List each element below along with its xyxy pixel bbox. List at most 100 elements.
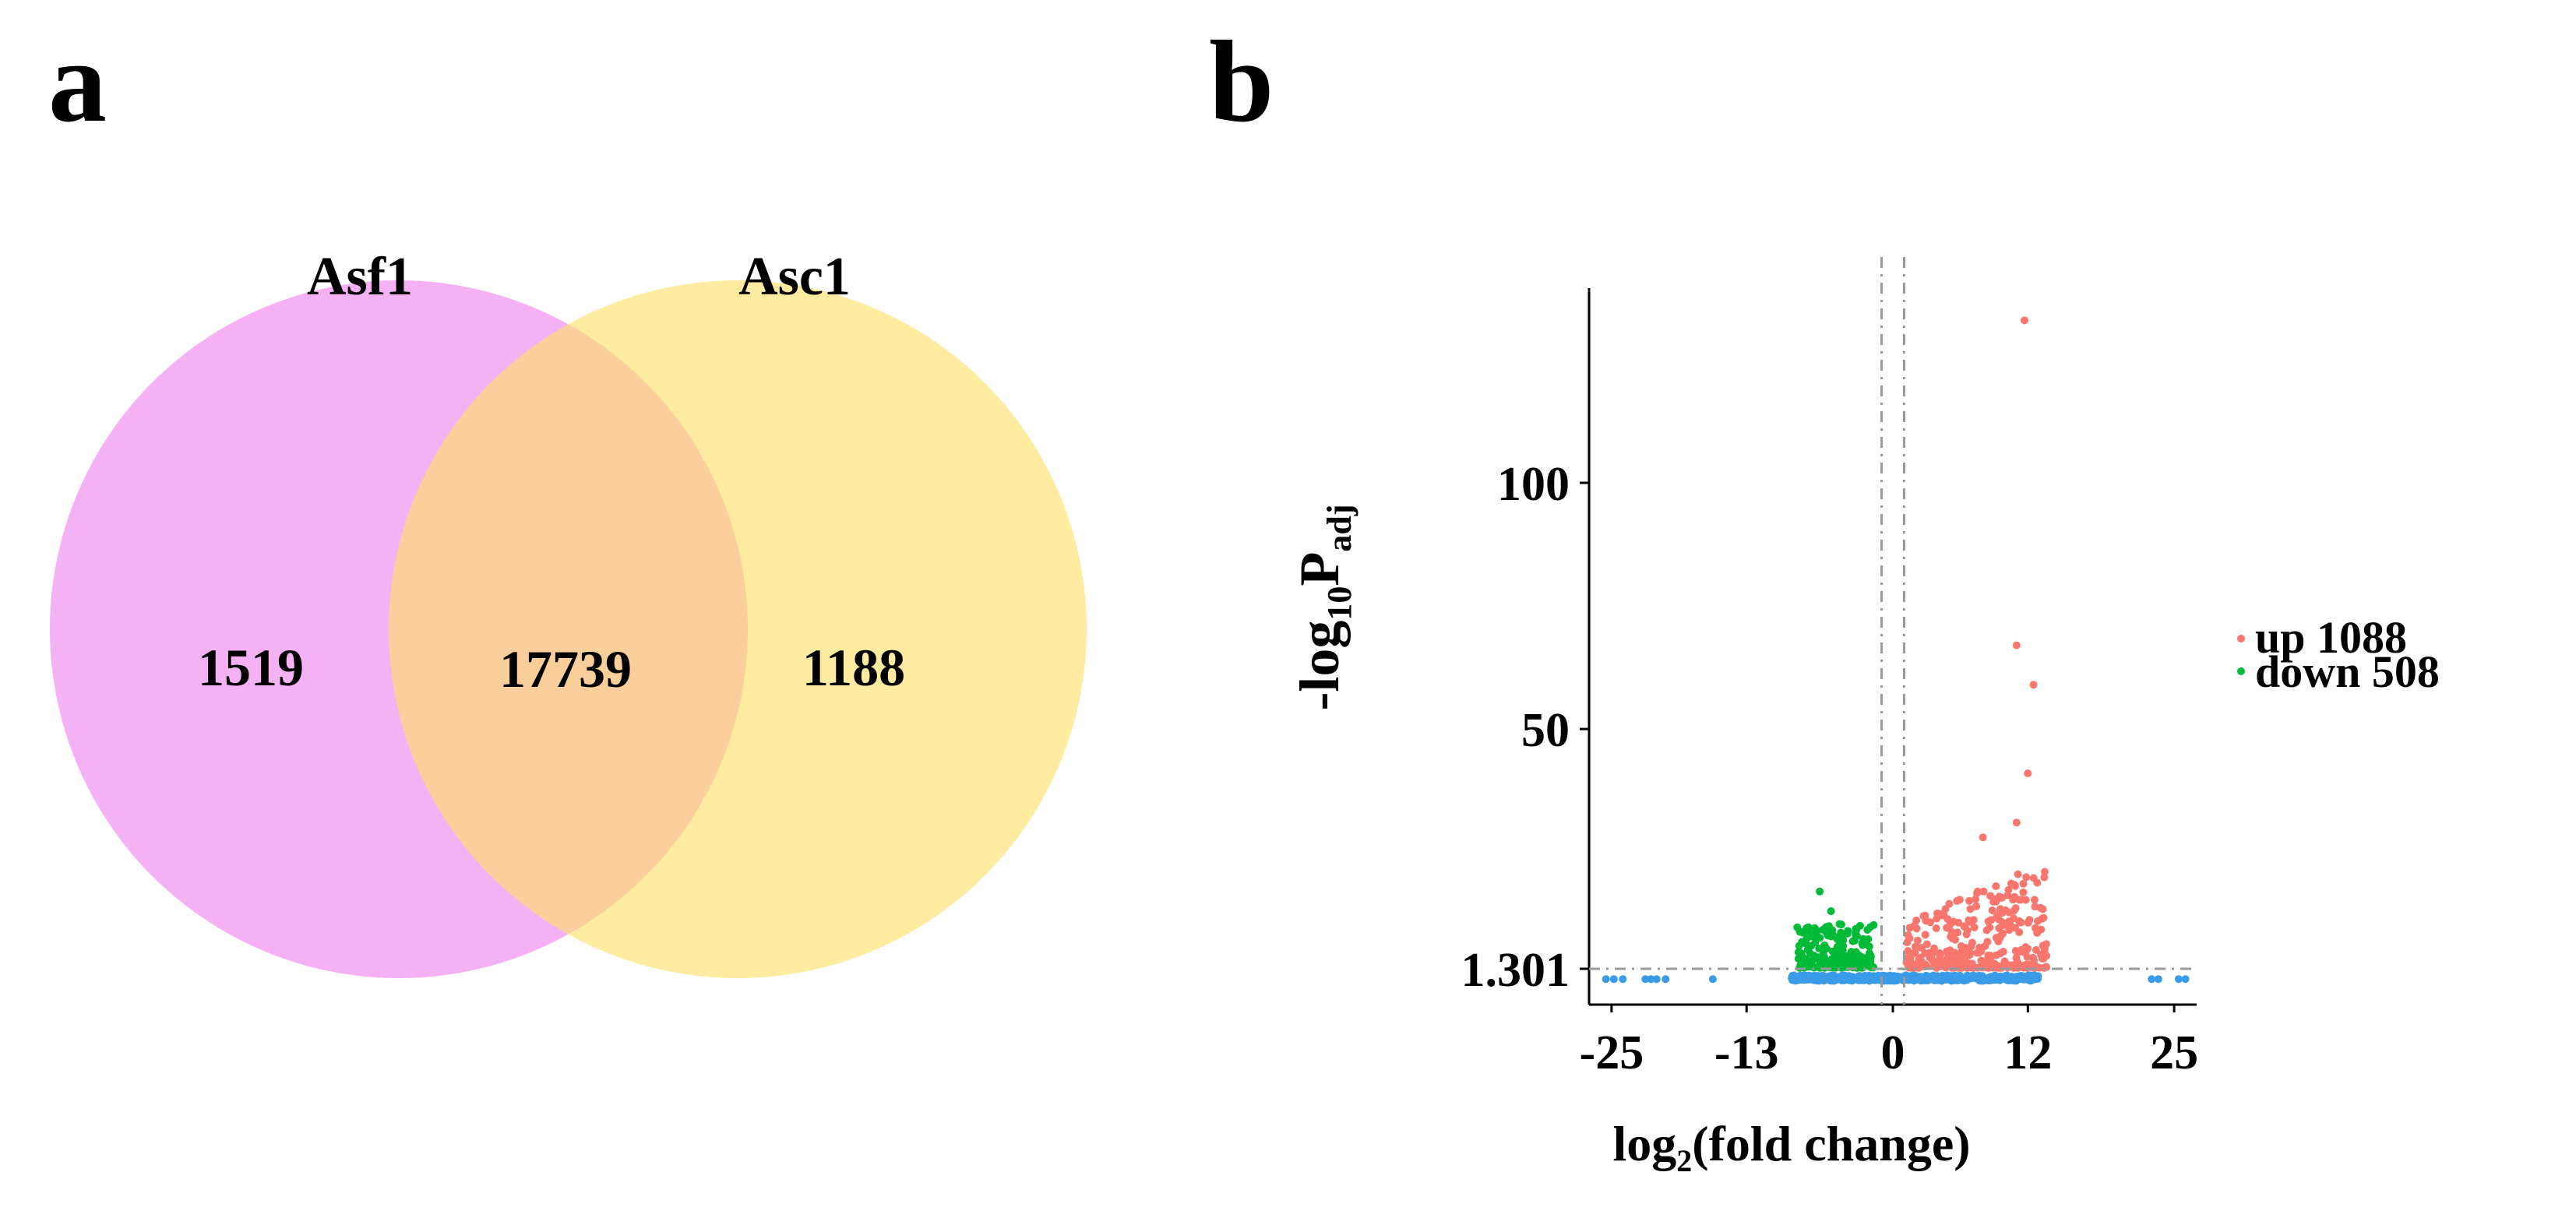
data-point-up (2023, 952, 2032, 961)
data-point-up (1966, 905, 1975, 914)
data-point-up (2019, 888, 2028, 896)
data-point-up (2041, 868, 2049, 876)
data-point-not-significant (1790, 973, 1799, 982)
data-point-not-significant (1708, 975, 1717, 984)
data-point-up (1926, 918, 1935, 927)
data-point-up (1960, 954, 1968, 963)
data-point-not-significant (2174, 975, 2183, 984)
data-point-up (1962, 930, 1971, 938)
data-point-up (2005, 926, 2014, 935)
data-point-not-significant (1908, 973, 1916, 981)
volcano-plot: -25 -13 0 12 25 1.301 50 100 log2(fold c… (1288, 257, 2440, 1178)
data-point-up (1907, 963, 1915, 972)
data-point-up (1930, 944, 1938, 952)
y-tick-label: 50 (1521, 704, 1570, 757)
data-point-up (1943, 924, 1951, 932)
y-axis-title: -log10Padj (1288, 504, 1358, 710)
data-point-down (1839, 942, 1848, 950)
data-point-up (1904, 947, 1912, 956)
panel-b-letter: b (1209, 17, 1274, 146)
data-point-not-significant (1641, 975, 1650, 984)
data-point-up (1946, 946, 1954, 955)
data-point-up (2032, 945, 2040, 954)
data-point-up (1984, 917, 1993, 926)
legend-marker-down (2237, 667, 2245, 675)
data-point-up (2035, 963, 2043, 972)
data-point-up (2029, 681, 2038, 689)
data-point-down (1828, 931, 1837, 938)
data-point-up (1955, 896, 1964, 904)
data-point-down (1806, 932, 1814, 941)
data-point-down (1831, 958, 1840, 966)
data-point-up (2018, 947, 2027, 956)
x-tick-label: -25 (1580, 1026, 1644, 1079)
data-point-up (1969, 916, 1978, 924)
venn-circle-asc1 (389, 280, 1087, 978)
data-point-not-significant (1851, 973, 1859, 982)
data-point-down (1855, 921, 1864, 930)
data-point-down (1840, 961, 1848, 970)
data-point-up (1943, 915, 1952, 924)
x-tick-label: -13 (1714, 1026, 1779, 1079)
data-point-up (1911, 948, 1919, 956)
data-point-not-significant (2005, 974, 2014, 982)
data-point-up (2011, 947, 2020, 955)
data-point-up (2014, 870, 2022, 878)
data-point-up (2012, 641, 2021, 650)
data-point-not-significant (1978, 975, 1986, 984)
data-point-up (2003, 891, 2012, 899)
data-point-up (1960, 922, 1968, 931)
data-point-down (1866, 923, 1875, 931)
y-tick-label: 1.301 (1461, 944, 1570, 997)
data-point-up (2038, 954, 2046, 963)
data-point-not-significant (1935, 976, 1943, 984)
data-point-up (2010, 906, 2018, 915)
data-point-up (1919, 912, 1928, 921)
data-point-down (1833, 935, 1841, 944)
data-point-up (2030, 896, 2039, 904)
data-point-not-significant (1815, 977, 1824, 985)
data-point-up (1988, 906, 1996, 914)
data-point-up (1992, 934, 2000, 942)
x-axis-title: log2(fold change) (1612, 1116, 1970, 1178)
data-point-up (1941, 905, 1950, 914)
data-point-up (1972, 895, 1979, 903)
data-point-not-significant (1647, 975, 1655, 984)
data-point-down (1844, 927, 1852, 935)
data-point-not-significant (1872, 975, 1880, 984)
data-point-up (1994, 915, 2003, 924)
data-point-up (2040, 947, 2049, 956)
data-point-up (1922, 940, 1931, 949)
venn-diagram: Asf1 Asc1 1519 17739 1188 (50, 247, 1087, 978)
data-point-down (1816, 887, 1824, 896)
data-point-up (2011, 882, 2019, 890)
data-point-down (1839, 936, 1848, 944)
data-point-up (1982, 926, 1991, 935)
data-point-down (1822, 945, 1831, 952)
data-point-up (1933, 914, 1941, 923)
data-point-up (2021, 316, 2028, 325)
data-point-not-significant (1856, 973, 1865, 981)
data-point-up (2012, 818, 2021, 827)
data-point-not-significant (1609, 975, 1618, 984)
data-point-up (2009, 896, 2017, 904)
data-point-down (1825, 922, 1833, 931)
data-point-up (2019, 879, 2028, 888)
threshold-lines (1589, 257, 2197, 1005)
data-point-down (1802, 924, 1811, 932)
data-point-up (1972, 902, 1981, 910)
data-point-up (1981, 942, 1989, 950)
data-point-up (2022, 873, 2031, 882)
data-point-up (2000, 957, 2009, 966)
data-point-up (1912, 942, 1920, 951)
data-point-up (2024, 769, 2032, 777)
data-point-up (1979, 887, 1988, 896)
data-point-not-significant (1798, 973, 1806, 981)
data-point-down (1852, 931, 1861, 940)
x-tick-label: 25 (2150, 1026, 2198, 1079)
data-point-up (2021, 896, 2030, 904)
data-point-not-significant (2181, 975, 2190, 984)
data-point-up (2025, 916, 2034, 924)
venn-label-asf1: Asf1 (307, 247, 413, 307)
data-point-up (1910, 921, 1919, 930)
